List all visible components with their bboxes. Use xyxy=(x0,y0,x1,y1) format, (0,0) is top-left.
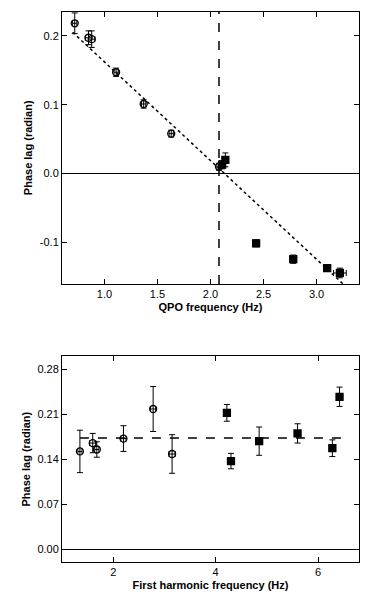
svg-text:First harmonic frequency (Hz): First harmonic frequency (Hz) xyxy=(133,579,289,591)
svg-text:2.5: 2.5 xyxy=(256,288,271,300)
svg-text:2.0: 2.0 xyxy=(203,288,218,300)
svg-text:2: 2 xyxy=(110,566,116,578)
svg-text:0.0: 0.0 xyxy=(44,167,59,179)
svg-text:0.14: 0.14 xyxy=(37,453,58,465)
svg-text:3.0: 3.0 xyxy=(309,288,324,300)
svg-text:0.00: 0.00 xyxy=(37,543,58,555)
svg-text:0.28: 0.28 xyxy=(37,363,58,375)
svg-text:4: 4 xyxy=(213,566,219,578)
svg-text:0.1: 0.1 xyxy=(44,99,59,111)
svg-text:QPO frequency (Hz): QPO frequency (Hz) xyxy=(159,301,263,313)
svg-text:1.0: 1.0 xyxy=(97,288,112,300)
svg-text:0.07: 0.07 xyxy=(37,498,58,510)
svg-text:-0.1: -0.1 xyxy=(40,236,59,248)
svg-text:6: 6 xyxy=(315,566,321,578)
svg-text:0.21: 0.21 xyxy=(37,408,58,420)
svg-text:Phase lag (radian): Phase lag (radian) xyxy=(20,411,32,506)
svg-text:Phase lag (radian): Phase lag (radian) xyxy=(22,100,34,195)
svg-text:1.5: 1.5 xyxy=(150,288,165,300)
svg-text:0.2: 0.2 xyxy=(44,30,59,42)
